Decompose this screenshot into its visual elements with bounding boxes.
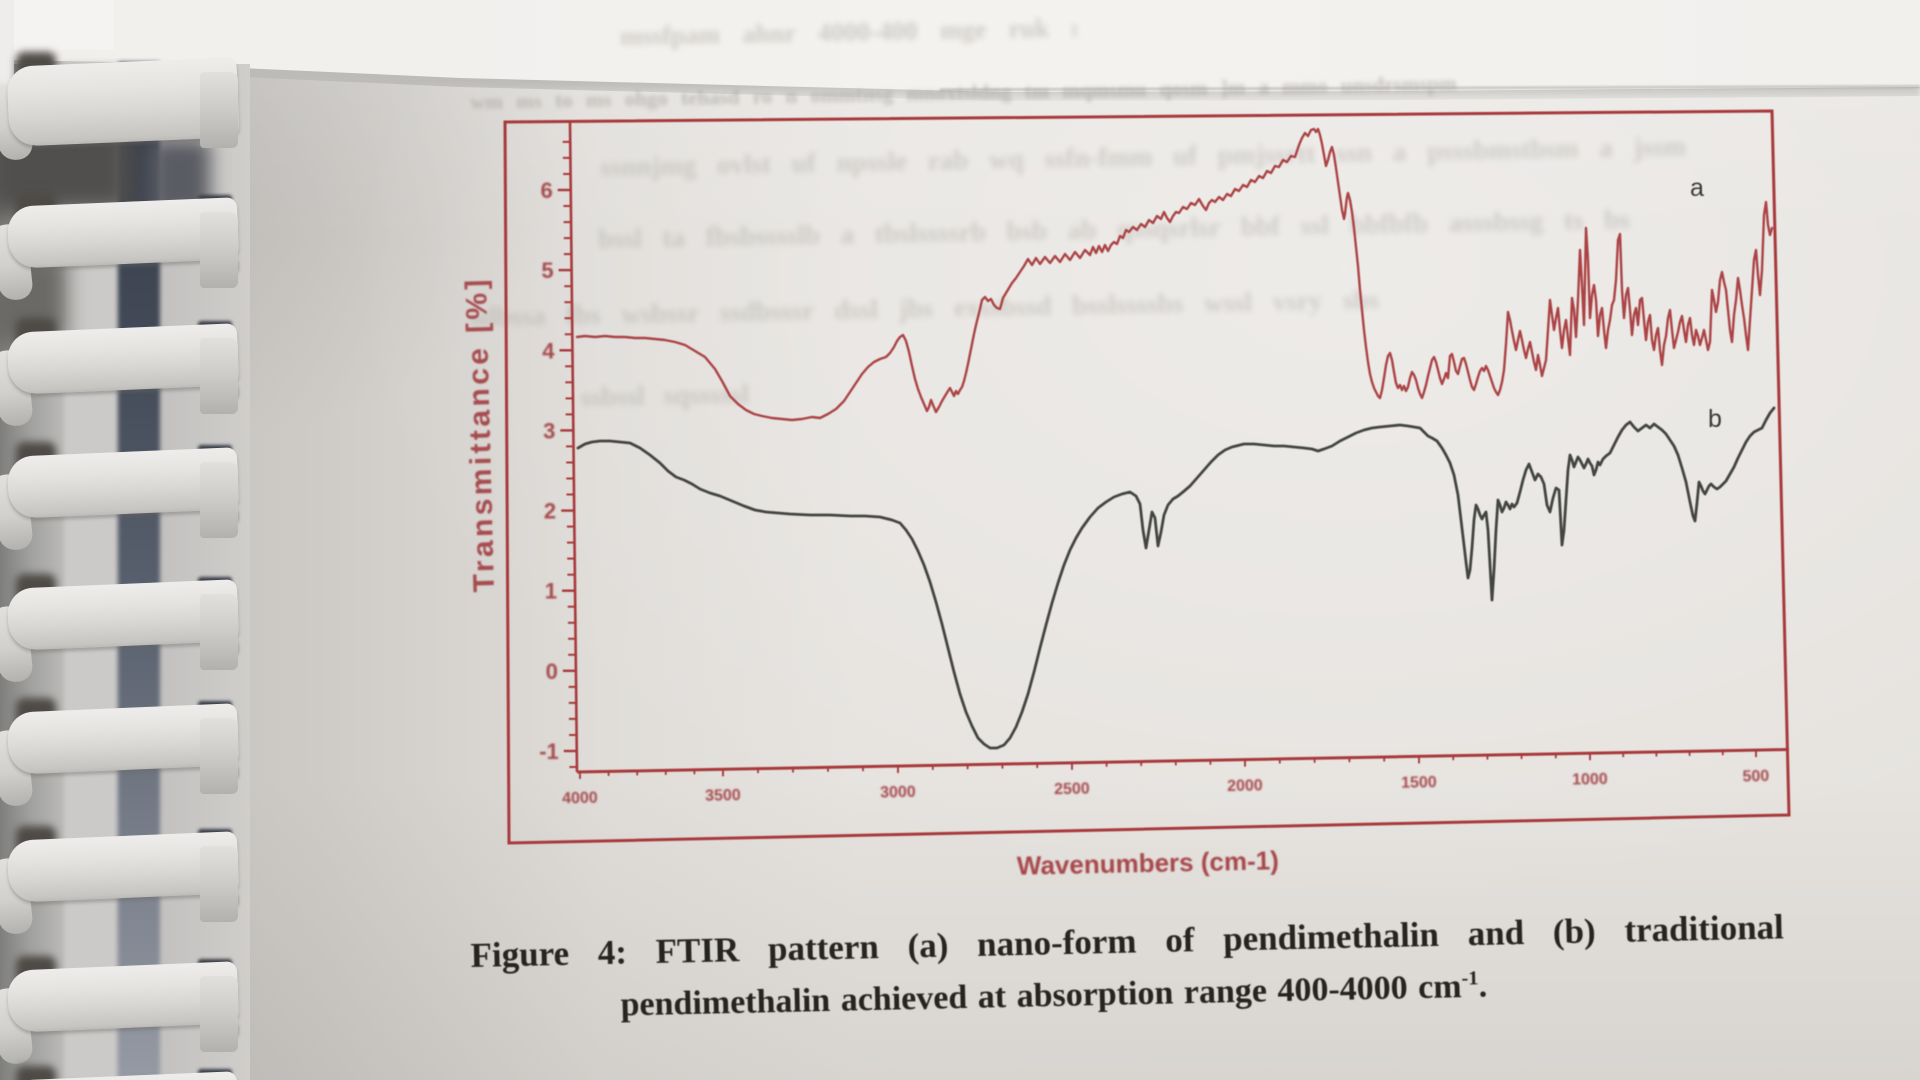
svg-text:2000: 2000 <box>1227 777 1263 795</box>
svg-text:2500: 2500 <box>1054 780 1090 798</box>
svg-text:3000: 3000 <box>880 784 916 802</box>
svg-text:6: 6 <box>540 178 552 203</box>
svg-text:1: 1 <box>545 579 557 604</box>
svg-text:0: 0 <box>546 659 558 684</box>
svg-text:4: 4 <box>542 338 555 363</box>
svg-text:3500: 3500 <box>705 787 741 805</box>
svg-text:a: a <box>1690 174 1704 202</box>
svg-text:Wavenumbers (cm-1): Wavenumbers (cm-1) <box>1017 845 1280 880</box>
svg-text:5: 5 <box>541 258 553 283</box>
svg-text:b: b <box>1708 405 1722 433</box>
svg-text:2: 2 <box>544 499 556 524</box>
svg-text:500: 500 <box>1742 768 1769 786</box>
svg-text:1500: 1500 <box>1401 774 1437 792</box>
svg-text:-1: -1 <box>539 739 559 764</box>
svg-text:1000: 1000 <box>1572 771 1608 789</box>
svg-text:3: 3 <box>543 418 555 443</box>
svg-text:Transmittance [%]: Transmittance [%] <box>460 276 501 593</box>
svg-text:4000: 4000 <box>562 790 598 808</box>
